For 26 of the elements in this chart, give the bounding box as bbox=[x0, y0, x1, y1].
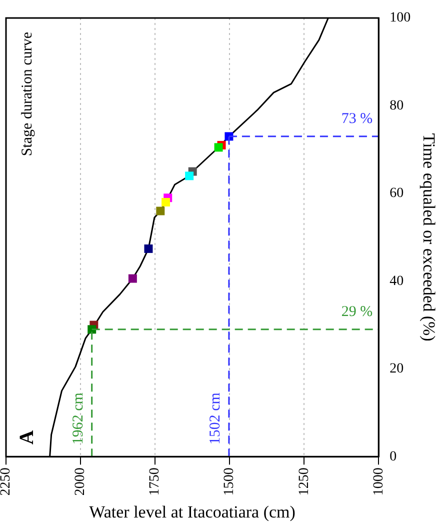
annotation: Stage duration curve bbox=[19, 32, 36, 156]
ref-line-label: 1962 cm bbox=[70, 392, 86, 445]
x-tick-label: 1500 bbox=[222, 468, 238, 496]
ref-line-label: 29 % bbox=[341, 304, 373, 320]
x-axis-title: Water level at Itacoatiara (cm) bbox=[89, 502, 296, 522]
point bbox=[156, 206, 165, 216]
annotation: A bbox=[16, 430, 38, 445]
y-tick-label: 80 bbox=[390, 98, 404, 114]
point bbox=[214, 143, 223, 152]
x-tick-label: 1000 bbox=[371, 468, 386, 496]
y-tick-label: 20 bbox=[390, 362, 404, 377]
x-tick-label: 1750 bbox=[148, 468, 163, 496]
y-axis-title: Time equaled or exceeded (%) bbox=[419, 133, 438, 342]
x-tick-label: 2250 bbox=[0, 468, 14, 496]
point bbox=[162, 198, 170, 206]
point bbox=[128, 274, 137, 283]
y-tick-label: 0 bbox=[390, 449, 397, 464]
ref-line-label: 73 % bbox=[341, 110, 373, 127]
point bbox=[185, 172, 194, 180]
y-tick-label: 60 bbox=[390, 186, 404, 202]
x-tick-label: 1250 bbox=[296, 468, 312, 496]
y-tick-label: 40 bbox=[390, 274, 404, 289]
x-tick-label: 2000 bbox=[73, 468, 88, 496]
point bbox=[144, 244, 153, 253]
y-tick-label: 100 bbox=[390, 10, 411, 26]
ref-line-label: 1502 cm bbox=[207, 392, 224, 445]
